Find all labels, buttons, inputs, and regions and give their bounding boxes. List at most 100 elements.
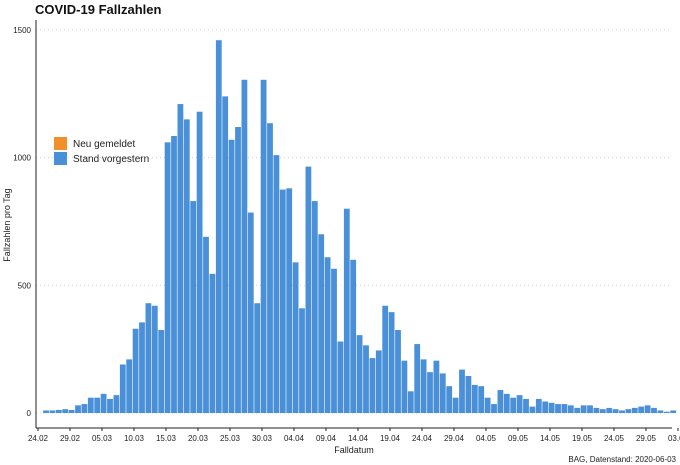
bar <box>337 341 344 413</box>
bar <box>407 391 414 413</box>
bar <box>388 312 395 413</box>
bar <box>254 303 261 413</box>
bar <box>561 404 568 413</box>
bar <box>606 407 613 413</box>
x-tick-label: 24.04 <box>412 434 433 443</box>
x-tick-label: 09.05 <box>508 434 529 443</box>
bar <box>94 397 101 413</box>
bar <box>171 135 177 413</box>
bar <box>619 410 625 413</box>
bar <box>235 127 241 413</box>
bar <box>139 322 145 413</box>
y-tick-label: 500 <box>18 281 32 290</box>
bar <box>126 359 133 413</box>
bar <box>580 405 587 413</box>
bar <box>612 409 619 413</box>
x-tick-label: 19.04 <box>380 434 401 443</box>
bar <box>331 268 337 413</box>
bar <box>215 40 222 414</box>
bar <box>81 404 88 413</box>
x-tick-label: 29.05 <box>636 434 657 443</box>
bar <box>439 373 446 413</box>
bar <box>177 104 184 414</box>
bar <box>196 111 203 414</box>
bar <box>299 308 305 413</box>
y-axis-ticks: 0 500 1000 1500 <box>13 26 31 418</box>
bar <box>638 406 645 413</box>
bar <box>478 386 485 413</box>
bar <box>657 410 664 413</box>
bar <box>356 335 363 413</box>
bar <box>433 360 440 413</box>
chart-caption: BAG, Datenstand: 2020-06-03 <box>568 455 676 464</box>
x-tick-label: 14.04 <box>348 434 369 443</box>
bar <box>62 409 69 413</box>
bar <box>203 236 209 413</box>
bar <box>375 350 382 413</box>
bar <box>382 305 389 413</box>
bar <box>465 375 472 413</box>
legend-label-stand-vorgestern: Stand vorgestern <box>73 154 149 165</box>
bar <box>631 407 638 413</box>
bar <box>516 395 523 413</box>
x-tick-label: 14.05 <box>540 434 561 443</box>
bar <box>523 398 529 413</box>
y-axis-title: Fallzahlen pro Tag <box>2 188 12 261</box>
bar <box>241 79 248 413</box>
bar <box>414 344 421 413</box>
bar <box>599 409 606 413</box>
bar <box>459 369 465 413</box>
bar <box>68 409 75 413</box>
bar <box>107 398 113 413</box>
bar <box>644 405 651 413</box>
bar <box>279 189 286 413</box>
bar <box>145 303 152 413</box>
bar <box>529 406 536 413</box>
bar <box>503 393 510 413</box>
y-tick-label: 1500 <box>13 26 31 35</box>
legend: Neu gemeldet Stand vorgestern <box>54 137 149 165</box>
y-tick-label: 1000 <box>13 154 31 163</box>
bar <box>587 405 593 413</box>
bar <box>132 328 139 413</box>
x-tick-label: 10.03 <box>124 434 145 443</box>
bar <box>190 201 197 413</box>
bar <box>318 234 325 413</box>
bar <box>510 397 517 413</box>
bar <box>491 404 497 413</box>
legend-swatch-neu-gemeldet <box>54 137 67 150</box>
bar <box>311 201 318 413</box>
bar <box>286 188 293 413</box>
bar <box>574 407 581 413</box>
bar <box>158 330 165 413</box>
x-tick-label: 24.02 <box>28 434 49 443</box>
x-tick-label: 29.04 <box>444 434 465 443</box>
bar <box>55 409 62 413</box>
bar <box>209 273 216 413</box>
bar <box>651 407 657 413</box>
bar <box>593 407 600 413</box>
bar <box>427 372 433 413</box>
bar <box>75 405 81 413</box>
x-tick-label: 29.02 <box>60 434 81 443</box>
x-tick-label: 30.03 <box>252 434 273 443</box>
x-tick-label: 05.03 <box>92 434 113 443</box>
bar <box>343 208 350 413</box>
bar <box>350 259 357 413</box>
x-tick-label: 19.05 <box>572 434 593 443</box>
x-tick-label: 03.06 <box>668 434 680 443</box>
chart-title: COVID-19 Fallzahlen <box>35 2 161 17</box>
legend-swatch-stand-vorgestern <box>54 152 67 165</box>
bar <box>113 395 120 413</box>
bar <box>484 397 491 413</box>
bar <box>222 96 229 413</box>
bar <box>542 401 549 413</box>
x-tick-label: 04.05 <box>476 434 497 443</box>
bar <box>446 386 453 413</box>
x-tick-label: 25.03 <box>220 434 241 443</box>
x-tick-label: 15.03 <box>156 434 177 443</box>
bar <box>670 410 677 413</box>
bar <box>663 411 670 413</box>
bar <box>305 166 312 413</box>
